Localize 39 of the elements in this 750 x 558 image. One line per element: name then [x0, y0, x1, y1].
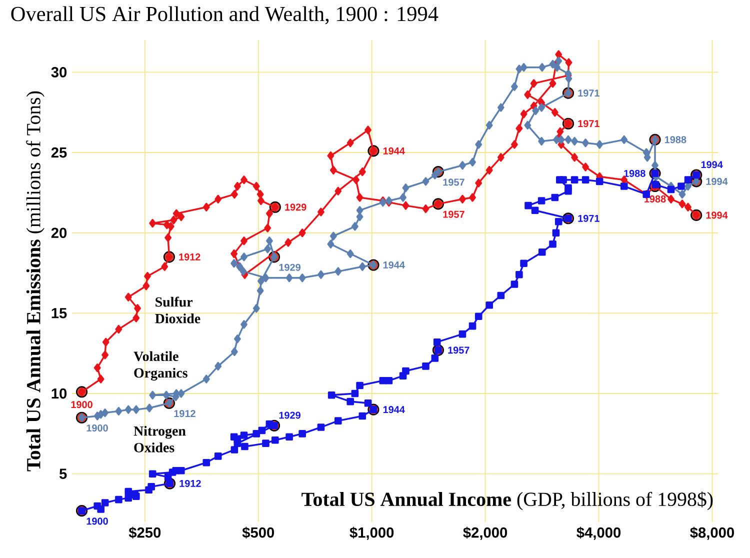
y-tick-label: 25 [51, 147, 67, 158]
chart-title: Overall US Air Pollution and Wealth, 1900 : 1994 [11, 6, 438, 24]
x-tick-label: $500 [242, 526, 274, 539]
series-label: Nitrogen Oxides [134, 426, 186, 452]
x-tick-label: $8,000 [690, 526, 734, 540]
annotation: 1988 [624, 170, 646, 177]
annotation: 1929 [285, 204, 306, 211]
annotation: 1994 [706, 212, 728, 219]
x-axis-title: Total US Annual Income (GDP, billions of 1998$) [302, 491, 713, 510]
x-tick-label: $1,000 [350, 526, 394, 540]
annotation: 1957 [443, 178, 464, 186]
y-tick-label: 5 [59, 468, 67, 479]
annotation: 1957 [443, 210, 464, 218]
y-tick-label: 15 [52, 308, 67, 318]
annotation: 1944 [383, 406, 405, 414]
y-tick-label: 20 [51, 228, 67, 238]
annotation: 1971 [578, 120, 600, 128]
annotation: 1912 [179, 253, 200, 260]
annotation: 1900 [86, 518, 108, 525]
x-tick-label: $250 [128, 526, 161, 539]
annotation: 1957 [448, 346, 470, 354]
series-label: Volatile Organics [134, 351, 188, 381]
y-tick-label: 10 [52, 388, 67, 399]
annotation: 1900 [86, 424, 108, 432]
x-tick-label: $4,000 [576, 526, 621, 540]
annotation: 1994 [701, 161, 723, 168]
annotation: 1912 [180, 480, 201, 488]
x-tick-label: $2,000 [463, 526, 508, 540]
annotation: 1929 [279, 264, 300, 271]
series-label: Sulfur Dioxide [155, 296, 200, 324]
annotation: 1988 [664, 136, 686, 144]
annotation: 1900 [71, 401, 92, 408]
annotation: 1929 [279, 412, 300, 419]
annotation: 1944 [383, 261, 405, 269]
annotation: 1971 [578, 214, 600, 222]
annotation: 1912 [174, 410, 196, 418]
y-axis-title: Total US Annual Emissions (millions of Tons) [26, 91, 44, 472]
y-tick-label: 30 [51, 67, 67, 78]
annotation: 1944 [383, 147, 405, 154]
